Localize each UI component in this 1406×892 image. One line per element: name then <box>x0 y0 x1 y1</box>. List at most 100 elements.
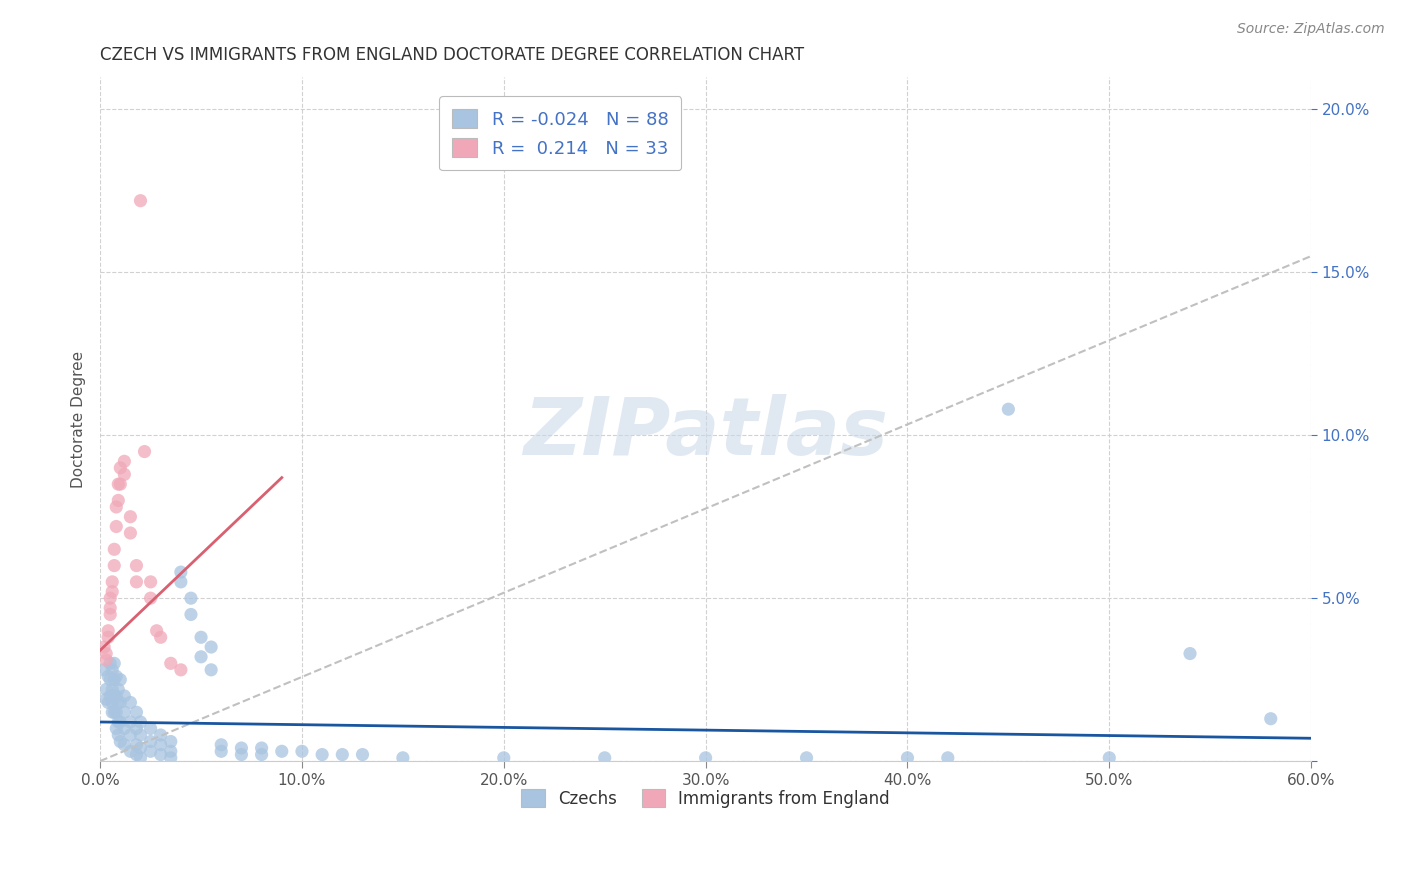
Point <box>125 705 148 719</box>
Point <box>125 558 148 573</box>
Point <box>110 673 132 687</box>
Point <box>149 738 172 752</box>
Point <box>105 705 128 719</box>
Point <box>105 669 128 683</box>
Point <box>695 751 717 765</box>
Point <box>101 682 124 697</box>
Point <box>149 728 172 742</box>
Point <box>97 669 120 683</box>
Point <box>98 601 121 615</box>
Point <box>145 624 167 638</box>
Point <box>110 477 132 491</box>
Point <box>209 744 232 758</box>
Point <box>129 194 152 208</box>
Point <box>96 653 118 667</box>
Point <box>107 493 129 508</box>
Point <box>107 728 129 742</box>
Point <box>593 751 616 765</box>
Point <box>98 607 121 622</box>
Point <box>936 751 959 765</box>
Point <box>120 526 142 541</box>
Point <box>98 673 121 687</box>
Point <box>134 444 156 458</box>
Point <box>270 744 292 758</box>
Point <box>103 558 125 573</box>
Text: Source: ZipAtlas.com: Source: ZipAtlas.com <box>1237 22 1385 37</box>
Point <box>311 747 333 762</box>
Point <box>125 574 148 589</box>
Point <box>110 695 132 709</box>
Point <box>997 402 1019 417</box>
Point <box>110 714 132 729</box>
Point <box>98 591 121 606</box>
Point <box>231 747 253 762</box>
Point <box>139 722 162 736</box>
Point <box>120 728 142 742</box>
Point <box>112 722 135 736</box>
Point <box>107 682 129 697</box>
Point <box>112 467 135 482</box>
Point <box>1260 712 1282 726</box>
Point <box>180 607 202 622</box>
Point <box>120 714 142 729</box>
Point <box>112 705 135 719</box>
Point <box>129 741 152 756</box>
Point <box>96 692 118 706</box>
Point <box>120 744 142 758</box>
Point <box>97 695 120 709</box>
Point <box>103 542 125 557</box>
Point <box>190 630 212 644</box>
Point <box>101 663 124 677</box>
Point <box>105 689 128 703</box>
Point <box>129 728 152 742</box>
Point <box>291 744 314 758</box>
Point <box>129 714 152 729</box>
Point <box>96 682 118 697</box>
Point <box>190 649 212 664</box>
Point <box>352 747 374 762</box>
Point <box>97 624 120 638</box>
Point <box>125 722 148 736</box>
Point <box>107 477 129 491</box>
Text: ZIPatlas: ZIPatlas <box>523 393 889 472</box>
Point <box>159 751 181 765</box>
Point <box>159 734 181 748</box>
Point <box>101 695 124 709</box>
Point <box>107 714 129 729</box>
Point <box>1098 751 1121 765</box>
Point <box>139 734 162 748</box>
Point <box>330 747 353 762</box>
Point <box>200 663 222 677</box>
Point <box>120 695 142 709</box>
Point <box>231 741 253 756</box>
Point <box>110 460 132 475</box>
Text: CZECH VS IMMIGRANTS FROM ENGLAND DOCTORATE DEGREE CORRELATION CHART: CZECH VS IMMIGRANTS FROM ENGLAND DOCTORA… <box>100 46 804 64</box>
Point <box>98 689 121 703</box>
Point <box>139 591 162 606</box>
Point <box>103 689 125 703</box>
Point <box>170 663 193 677</box>
Point <box>392 751 415 765</box>
Point <box>110 734 132 748</box>
Point <box>93 663 115 677</box>
Point <box>98 657 121 671</box>
Point <box>105 500 128 514</box>
Point <box>112 689 135 703</box>
Point <box>103 705 125 719</box>
Point <box>250 747 273 762</box>
Point <box>112 454 135 468</box>
Legend: Czechs, Immigrants from England: Czechs, Immigrants from England <box>515 782 897 814</box>
Point <box>139 744 162 758</box>
Point <box>149 747 172 762</box>
Y-axis label: Doctorate Degree: Doctorate Degree <box>72 351 86 488</box>
Point <box>170 574 193 589</box>
Point <box>896 751 918 765</box>
Point <box>129 751 152 765</box>
Point <box>105 722 128 736</box>
Point <box>103 657 125 671</box>
Point <box>159 744 181 758</box>
Point <box>101 705 124 719</box>
Point <box>180 591 202 606</box>
Point <box>101 584 124 599</box>
Point <box>139 574 162 589</box>
